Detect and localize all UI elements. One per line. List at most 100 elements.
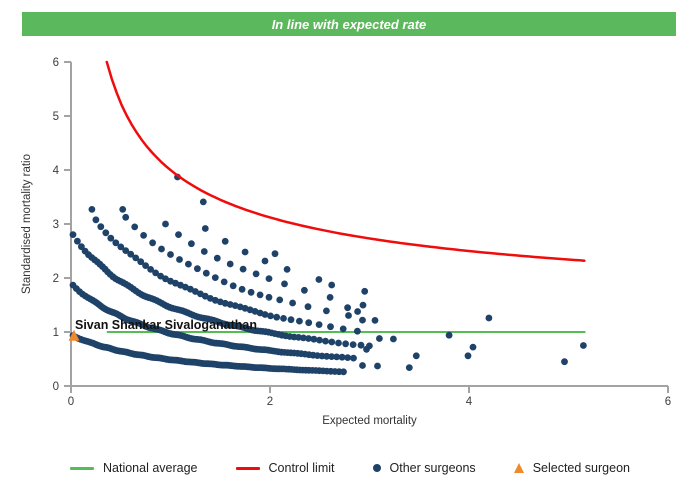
- surgeon-point[interactable]: [201, 225, 209, 232]
- surgeon-point[interactable]: [344, 354, 352, 361]
- surgeon-point[interactable]: [328, 281, 336, 289]
- surgeon-point[interactable]: [112, 239, 120, 247]
- surgeon-point[interactable]: [88, 206, 96, 213]
- surgeon-point[interactable]: [211, 274, 219, 281]
- surgeon-point[interactable]: [247, 288, 255, 296]
- surgeon-point[interactable]: [344, 304, 351, 312]
- surgeon-point[interactable]: [119, 206, 127, 213]
- surgeon-point[interactable]: [107, 234, 115, 242]
- surgeon-point[interactable]: [289, 299, 296, 307]
- surgeon-point[interactable]: [354, 308, 361, 315]
- surgeon-point[interactable]: [305, 319, 313, 327]
- surgeon-point[interactable]: [283, 266, 291, 273]
- surgeon-point[interactable]: [241, 248, 249, 256]
- surgeon-point[interactable]: [359, 316, 366, 324]
- surgeon-point[interactable]: [69, 231, 77, 239]
- surgeon-point[interactable]: [485, 314, 493, 322]
- surgeon-point[interactable]: [202, 269, 210, 277]
- surgeon-point[interactable]: [323, 352, 331, 360]
- surgeon-point[interactable]: [323, 307, 330, 315]
- surgeon-point[interactable]: [162, 220, 169, 228]
- surgeon-point[interactable]: [357, 341, 365, 349]
- surgeon-point[interactable]: [359, 301, 367, 309]
- surgeon-point[interactable]: [301, 286, 308, 294]
- surgeon-point[interactable]: [405, 364, 413, 371]
- surgeon-point[interactable]: [261, 311, 269, 318]
- surgeon-point[interactable]: [200, 248, 208, 255]
- surgeon-point[interactable]: [315, 321, 323, 328]
- surgeon-point[interactable]: [281, 280, 288, 288]
- surgeon-point[interactable]: [74, 237, 81, 245]
- surgeon-point[interactable]: [140, 232, 148, 239]
- surgeon-point[interactable]: [580, 342, 587, 349]
- surgeon-point[interactable]: [142, 262, 150, 269]
- surgeon-point[interactable]: [127, 250, 135, 258]
- surgeon-point[interactable]: [122, 213, 130, 221]
- surgeon-point[interactable]: [221, 237, 229, 245]
- surgeon-point[interactable]: [238, 285, 246, 293]
- surgeon-point[interactable]: [220, 278, 228, 286]
- surgeon-point[interactable]: [464, 352, 472, 360]
- surgeon-point[interactable]: [316, 336, 323, 344]
- surgeon-point[interactable]: [265, 293, 273, 301]
- surgeon-point[interactable]: [167, 251, 174, 258]
- surgeon-point[interactable]: [117, 243, 125, 251]
- surgeon-point[interactable]: [149, 239, 157, 247]
- surgeon-point[interactable]: [252, 270, 260, 278]
- surgeon-point[interactable]: [350, 354, 357, 362]
- surgeon-point[interactable]: [335, 339, 342, 347]
- surgeon-point[interactable]: [469, 343, 477, 351]
- other-surgeons-points[interactable]: [69, 173, 587, 376]
- surgeon-point[interactable]: [102, 229, 110, 237]
- surgeon-point[interactable]: [327, 323, 334, 331]
- surgeon-point[interactable]: [339, 325, 347, 333]
- surgeon-point[interactable]: [256, 291, 264, 299]
- surgeon-point[interactable]: [158, 245, 165, 253]
- surgeon-point[interactable]: [561, 358, 568, 366]
- surgeon-point[interactable]: [176, 256, 183, 263]
- surgeon-point[interactable]: [265, 275, 273, 282]
- surgeon-point[interactable]: [199, 198, 207, 206]
- surgeon-point[interactable]: [147, 266, 155, 273]
- surgeon-point[interactable]: [92, 216, 100, 224]
- surgeon-point[interactable]: [261, 257, 269, 265]
- surgeon-point[interactable]: [267, 312, 274, 320]
- surgeon-point[interactable]: [185, 260, 192, 268]
- surgeon-point[interactable]: [374, 362, 381, 370]
- surgeon-point[interactable]: [359, 362, 366, 369]
- surgeon-point[interactable]: [445, 331, 453, 339]
- surgeon-point[interactable]: [326, 294, 334, 301]
- surgeon-point[interactable]: [194, 265, 201, 273]
- surgeon-point[interactable]: [175, 231, 182, 239]
- surgeon-point[interactable]: [273, 313, 281, 321]
- surgeon-point[interactable]: [390, 335, 397, 343]
- surgeon-point[interactable]: [371, 317, 379, 324]
- surgeon-point[interactable]: [276, 296, 284, 304]
- surgeon-point[interactable]: [229, 282, 237, 290]
- surgeon-point[interactable]: [226, 260, 234, 268]
- surgeon-point[interactable]: [132, 254, 140, 262]
- surgeon-point[interactable]: [310, 335, 318, 343]
- surgeon-point[interactable]: [361, 287, 369, 295]
- surgeon-point[interactable]: [188, 240, 195, 248]
- selected-surgeon-marker[interactable]: [68, 329, 80, 341]
- surgeon-point[interactable]: [239, 265, 247, 273]
- surgeon-point[interactable]: [97, 223, 105, 231]
- surgeon-point[interactable]: [333, 353, 341, 361]
- surgeon-point[interactable]: [322, 337, 329, 345]
- surgeon-point[interactable]: [296, 317, 303, 325]
- surgeon-point[interactable]: [213, 254, 221, 262]
- surgeon-point[interactable]: [349, 341, 357, 348]
- surgeon-point[interactable]: [328, 353, 335, 360]
- surgeon-point[interactable]: [315, 276, 323, 283]
- surgeon-point[interactable]: [122, 247, 130, 255]
- surgeon-point[interactable]: [287, 316, 295, 324]
- surgeon-point[interactable]: [338, 353, 346, 361]
- surgeon-point[interactable]: [412, 352, 420, 360]
- surgeon-point[interactable]: [137, 258, 145, 266]
- surgeon-point[interactable]: [131, 223, 139, 231]
- surgeon-point[interactable]: [340, 368, 347, 376]
- surgeon-point[interactable]: [152, 269, 160, 277]
- surgeon-point[interactable]: [376, 335, 383, 342]
- surgeon-point[interactable]: [304, 303, 312, 311]
